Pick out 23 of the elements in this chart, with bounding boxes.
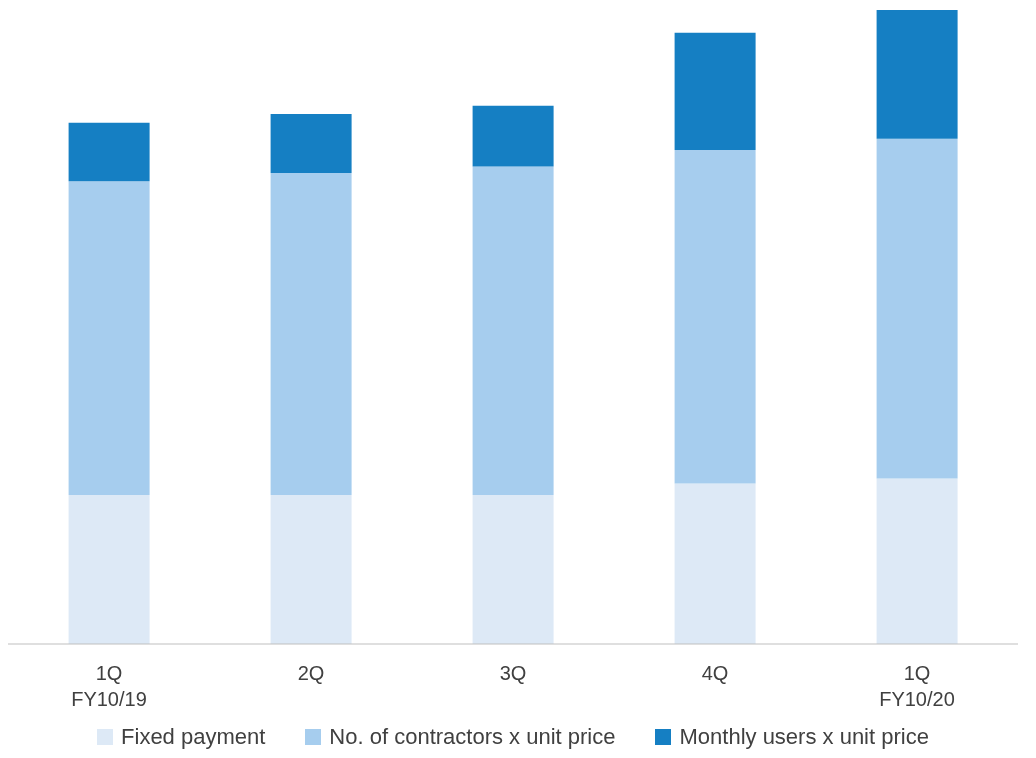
bar: [876, 478, 958, 644]
bar: [674, 150, 756, 484]
x-tick-label: 3Q: [499, 662, 527, 684]
x-tick-label: 1Q FY10/19: [71, 662, 147, 710]
bar: [68, 122, 150, 182]
bar: [270, 113, 352, 173]
bar: [674, 32, 756, 151]
bar: [68, 495, 150, 644]
bar: [472, 166, 554, 496]
bar: [472, 495, 554, 644]
bar: [876, 10, 958, 139]
bar: [674, 483, 756, 644]
legend-label: Fixed payment: [120, 724, 266, 750]
bar: [270, 495, 352, 644]
x-tick-label: 2Q: [297, 662, 325, 684]
legend-label: Monthly users x unit price: [678, 724, 929, 750]
legend-label: No. of contractors x unit price: [328, 724, 616, 750]
bar: [876, 138, 958, 479]
x-tick-label: 4Q: [701, 662, 729, 684]
bar: [270, 172, 352, 496]
x-tick-label: 1Q FY10/20: [879, 662, 955, 710]
bar: [68, 181, 150, 496]
bar: [472, 105, 554, 167]
